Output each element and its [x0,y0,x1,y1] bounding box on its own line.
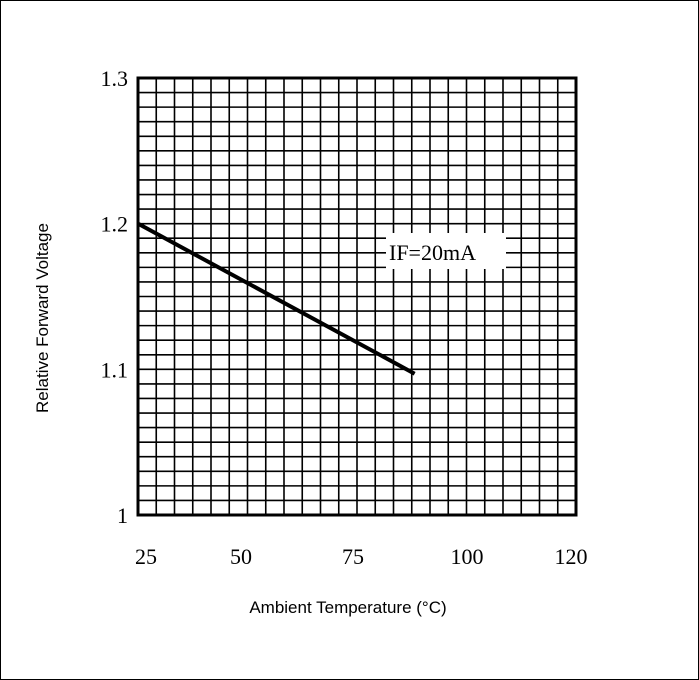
x-tick-label: 120 [555,544,588,569]
annotation-label: IF=20mA [389,240,476,265]
x-tick-label: 50 [230,544,252,569]
x-tick-labels: 25 50 75 100 120 [135,544,588,569]
y-tick-labels: 1 1.1 1.2 1.3 [101,66,129,528]
x-tick-label: 100 [451,544,484,569]
x-axis-title: Ambient Temperature (°C) [249,598,446,617]
y-tick-label: 1.2 [101,212,129,237]
x-tick-label: 25 [135,544,157,569]
annotation-box [386,233,506,269]
plot-area-border [136,76,578,517]
chart-grid [138,78,576,515]
y-tick-label: 1.3 [101,66,129,91]
y-axis-title: Relative Forward Voltage [33,223,52,413]
y-tick-label: 1.1 [101,357,129,382]
x-tick-label: 75 [342,544,364,569]
series-line [137,221,416,376]
y-tick-label: 1 [117,503,128,528]
series-group [137,221,416,376]
